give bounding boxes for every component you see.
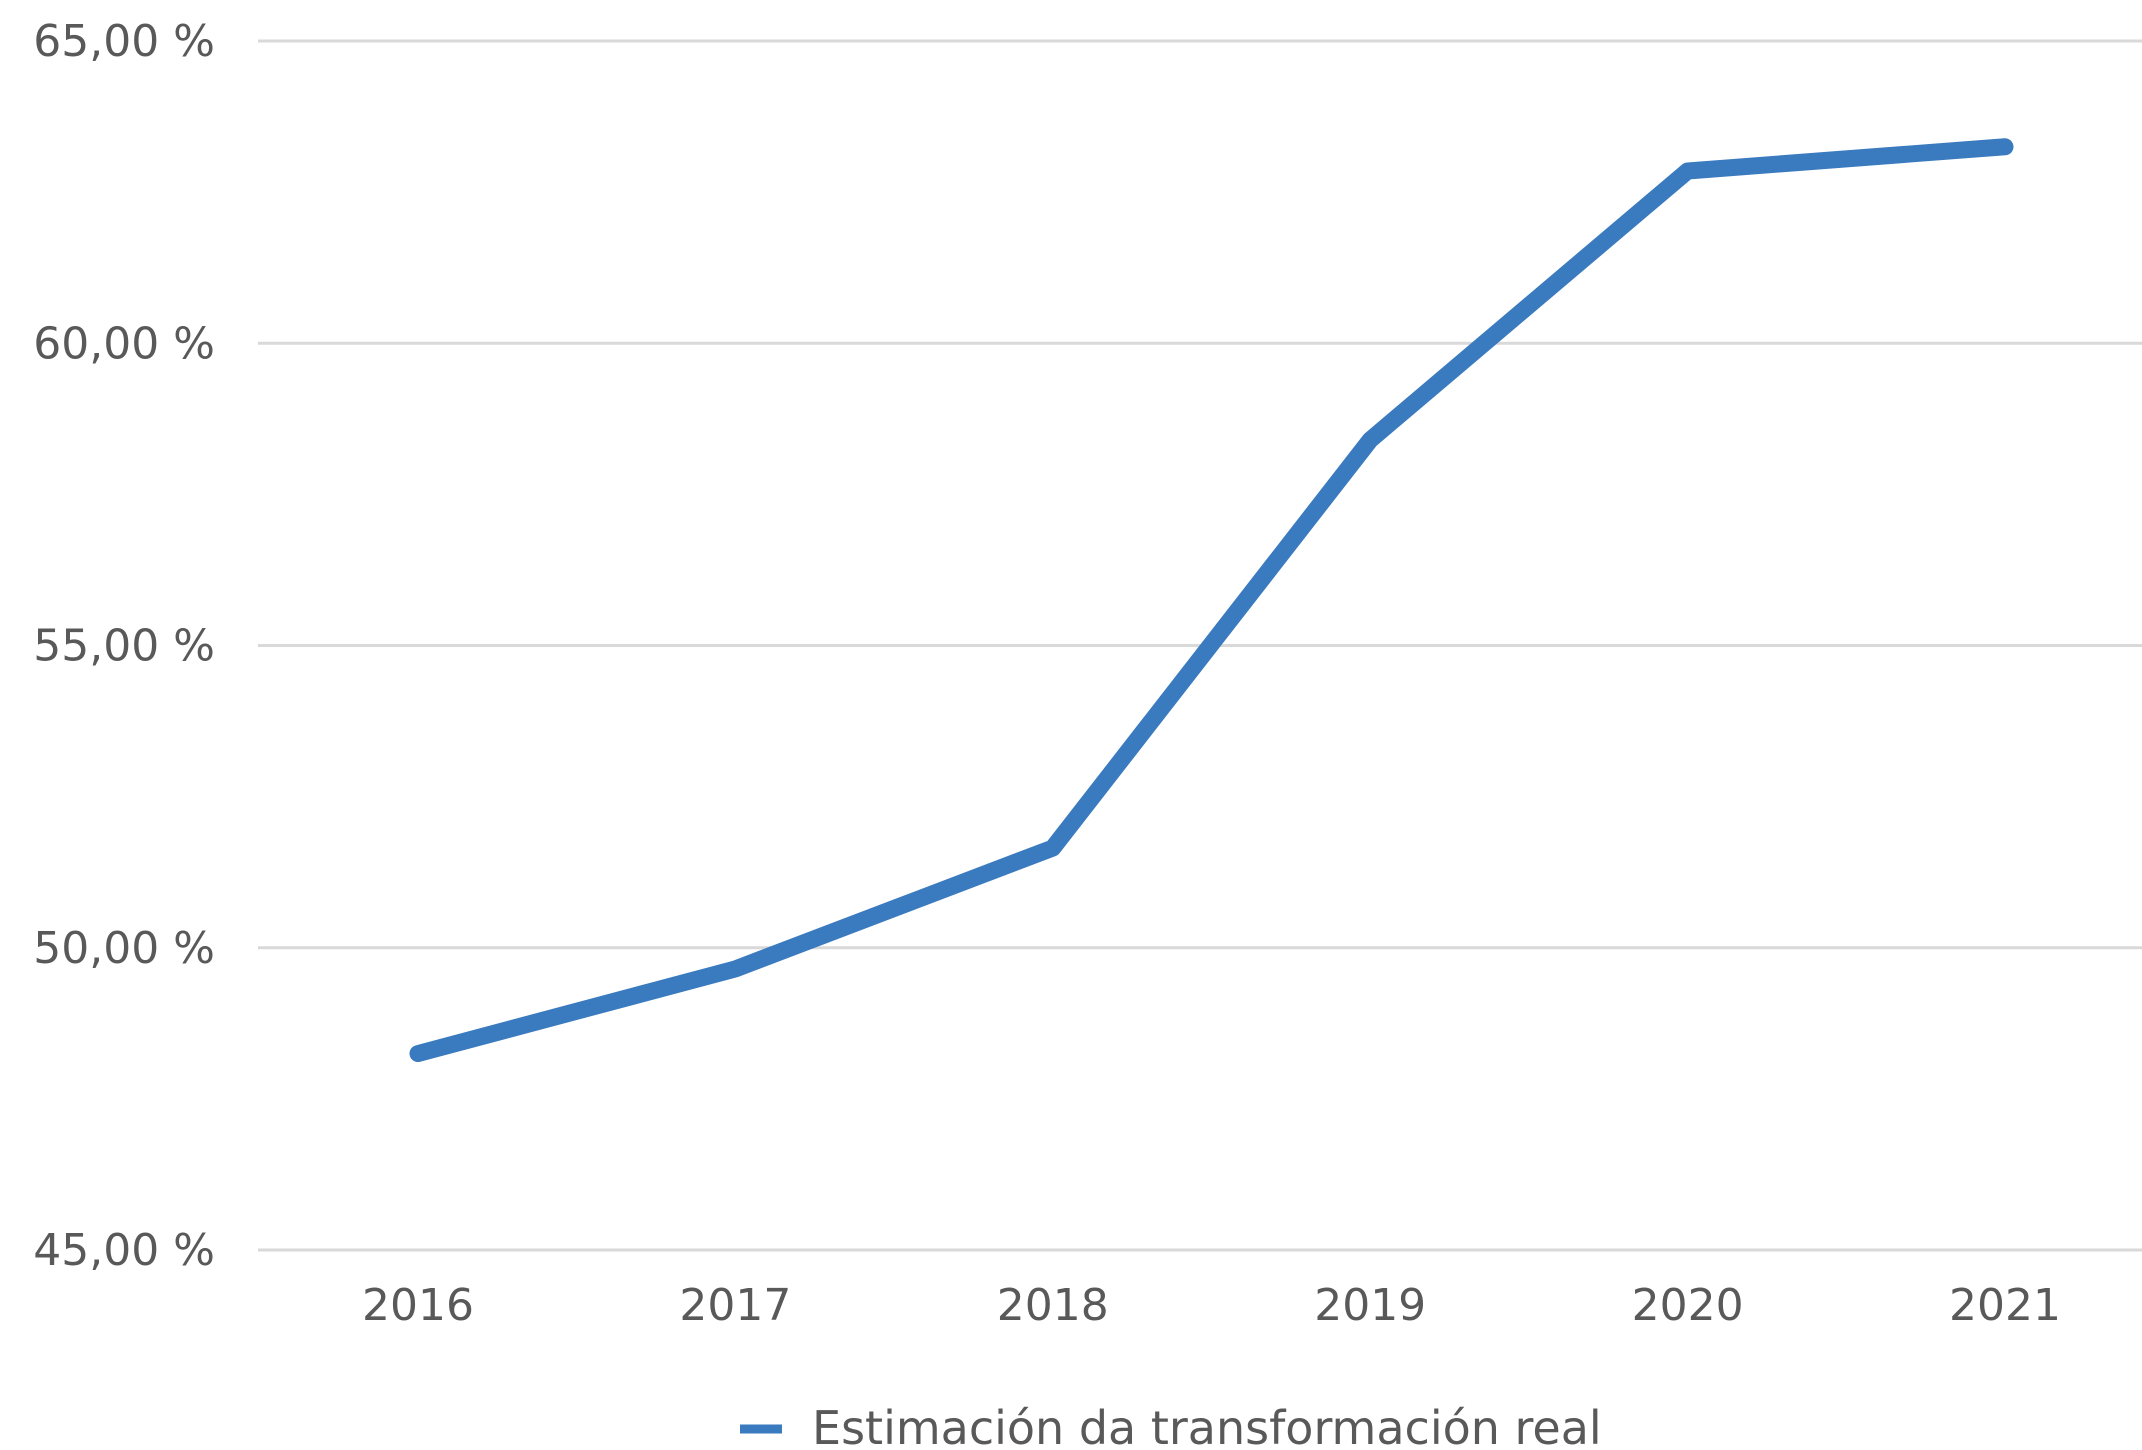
y-tick-label: 65,00 % (33, 16, 215, 67)
x-tick-label: 2021 (1949, 1280, 2061, 1331)
y-tick-label: 55,00 % (33, 621, 215, 672)
x-tick-label: 2016 (362, 1280, 474, 1331)
y-tick-label: 60,00 % (33, 318, 215, 369)
data-point (1362, 431, 1379, 448)
series-lines (409, 138, 2014, 1063)
x-tick-label: 2020 (1632, 1280, 1744, 1331)
y-axis-tick-labels: 45,00 % 50,00 % 55,00 % 60,00 % 65,00 % (33, 16, 215, 1276)
data-point (410, 1045, 426, 1062)
x-axis-tick-labels: 2016 2017 2018 2019 2020 2021 (362, 1280, 2061, 1331)
x-tick-label: 2019 (1314, 1280, 1426, 1331)
x-tick-label: 2018 (997, 1280, 1109, 1331)
x-tick-label: 2017 (679, 1280, 791, 1331)
data-point (1679, 162, 1696, 179)
legend: Estimación da transformación real (740, 1401, 1602, 1450)
y-tick-label: 50,00 % (33, 923, 215, 974)
data-point (727, 960, 744, 977)
data-point (1044, 840, 1061, 857)
data-point (1997, 138, 2013, 155)
y-tick-label: 45,00 % (33, 1225, 215, 1276)
series-line (409, 138, 2014, 1063)
legend-label: Estimación da transformación real (812, 1401, 1602, 1450)
